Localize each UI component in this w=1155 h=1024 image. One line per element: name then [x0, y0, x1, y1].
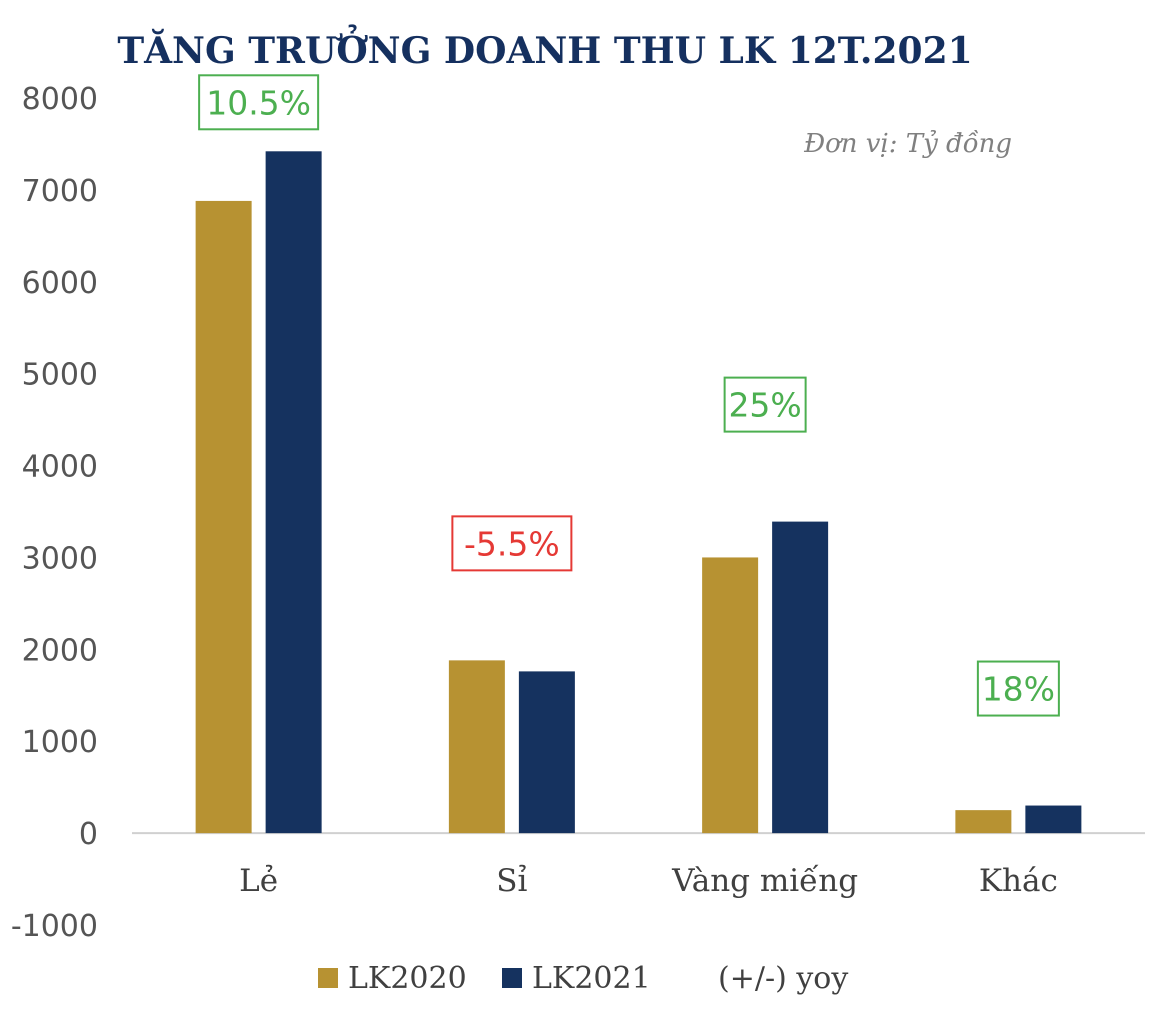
category-label: Sỉ — [496, 863, 527, 899]
category-labels: Lẻ Sỉ Vàng miếng Khác — [239, 863, 1058, 899]
yoy-box — [723, 376, 807, 433]
y-tick-label: 7000 — [22, 174, 98, 209]
legend-label-lk2021: LK2021 — [532, 961, 651, 996]
chart-title: TĂNG TRƯỞNG DOANH THU LK 12T.2021 — [117, 25, 972, 72]
bar-lk2021 — [518, 671, 575, 834]
legend-label-lk2020: LK2020 — [348, 961, 467, 996]
legend-swatch-lk2021 — [502, 968, 522, 988]
yoy-labels-group: 10.5% -5.5% 25% 18% — [198, 74, 1060, 717]
y-tick-label: 6000 — [22, 266, 98, 301]
y-tick-label: 3000 — [22, 541, 98, 576]
bars-group — [195, 151, 1082, 834]
yoy-box — [976, 660, 1060, 717]
bar-lk2021 — [265, 151, 322, 834]
category-label: Lẻ — [239, 863, 278, 899]
yoy-label: -5.5% — [464, 524, 560, 563]
category-label: Khác — [979, 863, 1058, 899]
y-tick-label: 0 — [79, 817, 98, 852]
yoy-box — [198, 74, 320, 131]
legend-swatch-lk2020 — [318, 968, 338, 988]
bar-lk2020 — [955, 810, 1012, 834]
bar-lk2020 — [702, 557, 759, 834]
bar-lk2021 — [772, 521, 829, 834]
y-tick-label: 1000 — [22, 725, 98, 760]
bar-lk2021 — [1025, 805, 1082, 834]
bar-lk2020 — [448, 660, 505, 834]
y-tick-label: 4000 — [22, 450, 98, 485]
unit-note: Đơn vị: Tỷ đồng — [803, 129, 1012, 159]
legend-label-yoy: (+/-) yoy — [718, 961, 848, 996]
yoy-label: 25% — [728, 386, 801, 425]
yoy-box — [451, 515, 573, 572]
y-tick-label: -1000 — [11, 909, 98, 944]
y-tick-label: 2000 — [22, 633, 98, 668]
legend: LK2020 LK2021 (+/-) yoy — [318, 961, 848, 996]
y-axis: 8000 7000 6000 5000 4000 3000 2000 1000 0 -1000 — [11, 82, 98, 944]
y-tick-label: 5000 — [22, 358, 98, 393]
yoy-label: 18% — [982, 670, 1055, 709]
category-label: Vàng miếng — [671, 863, 858, 899]
bar-lk2020 — [195, 200, 252, 834]
yoy-label: 10.5% — [206, 83, 311, 122]
y-tick-label: 8000 — [22, 82, 98, 117]
